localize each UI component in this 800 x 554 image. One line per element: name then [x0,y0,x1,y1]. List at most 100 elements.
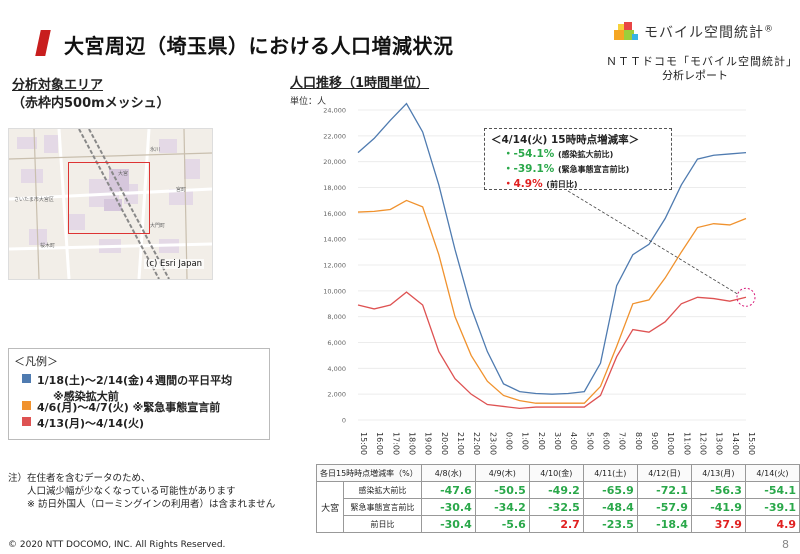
callout-value: ・4.9% [503,178,543,190]
table-cell: -34.2 [474,498,530,516]
map-label-hikawa: 氷川 [150,147,161,153]
x-tick-label: 17:00 [391,432,400,455]
x-tick-label: 8:00 [634,432,643,450]
x-tick-label: 0:00 [505,432,514,450]
table-cell: -54.1 [744,481,800,499]
map-graphic [9,129,212,279]
callout-label: (感染拡大前比) [557,150,614,159]
map-label-daimoncho: 大門町 [150,223,166,229]
table-cell: -72.1 [636,481,692,499]
legend-item-pre-emergency: 4/6(月)～4/7(火) ※緊急事態宣言前 [22,399,220,415]
map-label-miyacho: 宮町 [176,187,187,193]
rate-callout: ＜4/14(火) 15時時点増減率＞ ・-54.1% (感染拡大前比) ・-39… [484,128,672,190]
table-cell: -32.5 [528,498,584,516]
callout-value: ・-54.1% [503,148,555,160]
highlight-circle [736,287,756,307]
x-tick-label: 20:00 [440,432,449,455]
analysis-area-box [68,162,150,234]
legend-item-baseline: 1/18(土)～2/14(金)４週間の平日平均 ※感染拡大前 [22,372,232,404]
table-cell: -57.9 [636,498,692,516]
y-axis-ticks: 0 2,000 4,000 6,000 8,000 10,000 12,000 14,000 1… [323,107,346,425]
y-tick-label: 14,000 [323,236,346,244]
y-tick-label: 10,000 [323,287,346,295]
table-cell: -30.4 [420,498,476,516]
y-tick-label: 4,000 [327,365,346,373]
title-accent-bar [35,30,51,56]
report-type: 分析レポート [662,69,728,82]
table-col-header: 4/11(土) [582,464,638,482]
table-col-header: 4/8(水) [420,464,476,482]
y-tick-label: 16,000 [323,210,346,218]
table-col-header: 4/9(木) [474,464,530,482]
footnote: 注）在住者を含むデータのため、 人口減少幅が少なくなっている可能性があります ※… [8,472,275,511]
y-tick-label: 2,000 [327,391,346,399]
x-tick-label: 2:00 [537,432,546,450]
table-cell: -30.4 [420,515,476,533]
table-row: 緊急事態宣言前比 -30.4 -34.2 -32.5 -48.4 -57.9 -… [317,498,800,516]
table-cell: -41.9 [690,498,746,516]
y-tick-label: 6,000 [327,339,346,347]
callout-leader-line [567,190,739,295]
x-tick-label: 10:00 [666,432,675,455]
x-tick-label: 1:00 [521,432,530,450]
x-tick-label: 6:00 [602,432,611,450]
legend-swatch [22,374,31,383]
y-tick-label: 0 [342,417,346,425]
table-col-header: 4/10(金) [528,464,584,482]
table-row-label: 感染拡大前比 [343,481,422,499]
x-tick-label: 15:00 [747,432,756,455]
legend-swatch [22,417,31,426]
table-col-header: 4/12(日) [636,464,692,482]
legend-label: 4/13(月)～4/14(火) [37,417,145,430]
table-cell: -56.3 [690,481,746,499]
callout-label: (前日比) [546,180,578,189]
chart-series [357,102,747,410]
x-tick-label: 12:00 [699,432,708,455]
rate-table: 各日15時時点増減率（%） 4/8(水) 4/9(木) 4/10(金) 4/11… [315,464,800,533]
table-cell: 37.9 [690,515,746,533]
table-cell: -18.4 [636,515,692,533]
y-tick-label: 20,000 [323,158,346,166]
table-cell: -39.1 [744,498,800,516]
x-tick-label: 9:00 [650,432,659,450]
table-row-label: 緊急事態宣言前比 [343,498,422,516]
callout-row: ・-39.1% (緊急事態宣言前比) [503,162,665,177]
legend-swatch [22,401,31,410]
x-tick-label: 5:00 [585,432,594,450]
x-tick-label: 16:00 [375,432,384,455]
area-subheading: （赤枠内500mメッシュ） [12,96,170,111]
table-row: 大宮 感染拡大前比 -47.6 -50.5 -49.2 -65.9 -72.1 … [315,481,800,533]
table-cell: -65.9 [582,481,638,499]
series-line-1 [357,199,747,404]
x-tick-label: 14:00 [731,432,740,455]
logo-name: モバイル空間統計 [644,25,764,41]
series-line-2 [357,291,747,410]
legend-title: ＜凡例＞ [14,355,58,368]
logo-icon [614,22,638,40]
footnote-line: ※ 訪日外国人（ローミングインの利用者）は含まれません [8,499,276,510]
table-cell: -49.2 [528,481,584,499]
x-tick-label: 4:00 [569,432,578,450]
y-tick-label: 18,000 [323,184,346,192]
map-label-station: 大宮 [118,171,129,177]
x-tick-label: 23:00 [488,432,497,455]
x-tick-label: 22:00 [472,432,481,455]
series-line-0 [357,102,747,395]
table-row: 前日比 -30.4 -5.6 2.7 -23.5 -18.4 37.9 4.9 [317,515,800,533]
legend-label: 1/18(土)～2/14(金)４週間の平日平均 [37,374,233,387]
copyright: © 2020 NTT DOCOMO, INC. All Rights Reser… [8,540,226,550]
logo-mark: ® [764,24,774,35]
y-tick-label: 12,000 [323,262,346,270]
table-cell: -50.5 [474,481,530,499]
x-tick-label: 3:00 [553,432,562,450]
map-label-ward: さいたま市大宮区 [14,197,54,203]
page-number: 8 [782,538,789,551]
table-row-label: 前日比 [343,515,422,533]
x-tick-label: 21:00 [456,432,465,455]
legend-item-current: 4/13(月)～4/14(火) [22,415,144,431]
area-map [8,128,213,280]
table-col-header: 4/14(火) [744,464,800,482]
legend-box [8,348,270,440]
table-cell: -5.6 [474,515,530,533]
population-line-chart: 0 2,000 4,000 6,000 8,000 10,000 12,000 14,000 1… [323,102,756,455]
